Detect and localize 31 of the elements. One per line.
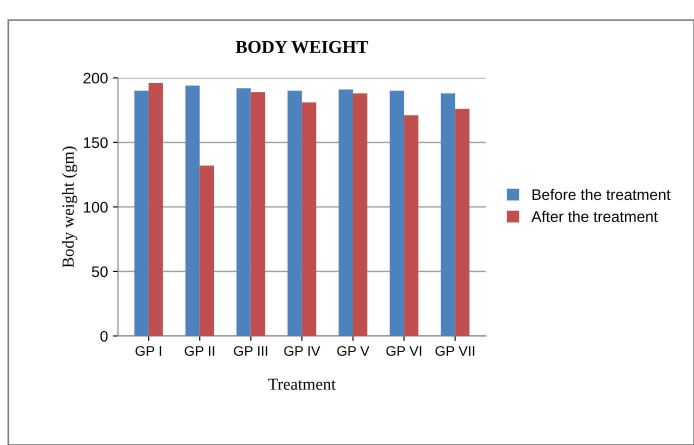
bar <box>250 92 266 336</box>
bar <box>200 166 214 336</box>
bar <box>404 115 418 336</box>
x-axis-title: Treatment <box>268 378 336 390</box>
x-tick-label: GP IV <box>284 346 320 356</box>
x-tick-label: GP III <box>234 346 268 356</box>
y-tick-label: 150 <box>84 137 108 148</box>
legend-label: After the treatment <box>531 210 658 222</box>
bar <box>134 90 149 336</box>
x-tick-label: GP V <box>337 346 370 356</box>
bar <box>185 86 200 336</box>
legend-label: Before the treatment <box>532 188 671 200</box>
x-tick-label: GP VI <box>386 346 422 356</box>
bar <box>352 93 368 336</box>
chart-title: BODY WEIGHT <box>236 40 368 54</box>
y-tick-label: 50 <box>92 266 108 278</box>
bar <box>302 102 316 336</box>
bar <box>148 83 163 336</box>
bar <box>455 108 470 336</box>
bar <box>288 90 302 336</box>
x-tick-label: GP VII <box>436 346 474 356</box>
bar <box>338 89 353 336</box>
y-tick-label: 0 <box>100 330 108 342</box>
x-tick-label: GP II <box>184 346 214 356</box>
bar <box>390 90 404 336</box>
bar <box>236 88 251 336</box>
x-tick-label: GP I <box>136 346 162 356</box>
y-tick-label: 200 <box>84 72 108 84</box>
y-axis-title: Body weight (gm) <box>62 146 78 268</box>
y-tick-label: 100 <box>84 202 108 213</box>
bar <box>440 93 456 336</box>
